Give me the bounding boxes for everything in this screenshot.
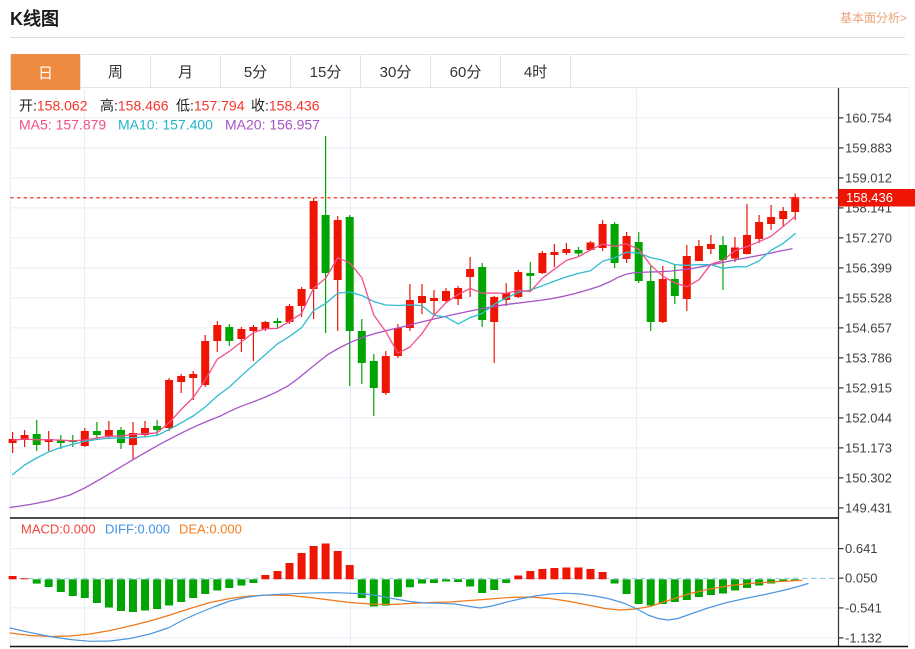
svg-text:149.431: 149.431 (845, 500, 892, 515)
svg-text:159.883: 159.883 (845, 140, 892, 155)
svg-text:150.302: 150.302 (845, 470, 892, 485)
svg-text:高:158.466: 高:158.466 (100, 98, 169, 114)
svg-text:开:158.062: 开:158.062 (19, 98, 88, 114)
svg-text:156.399: 156.399 (845, 260, 892, 275)
svg-text:157.270: 157.270 (845, 230, 892, 245)
svg-text:0.050: 0.050 (845, 571, 878, 586)
svg-text:MA5: 157.879: MA5: 157.879 (19, 117, 106, 133)
svg-text:-1.132: -1.132 (845, 630, 882, 645)
svg-text:154.657: 154.657 (845, 320, 892, 335)
svg-text:0.641: 0.641 (845, 541, 878, 556)
svg-text:159.012: 159.012 (845, 170, 892, 185)
svg-text:MACD:0.000: MACD:0.000 (21, 522, 95, 537)
svg-text:155.528: 155.528 (845, 290, 892, 305)
svg-text:152.915: 152.915 (845, 380, 892, 395)
svg-text:158.436: 158.436 (846, 190, 893, 205)
svg-text:152.044: 152.044 (845, 410, 892, 425)
svg-text:DEA:0.000: DEA:0.000 (179, 522, 242, 537)
svg-text:160.754: 160.754 (845, 110, 892, 125)
svg-text:MA10: 157.400: MA10: 157.400 (118, 117, 213, 133)
svg-text:低:157.794: 低:157.794 (176, 98, 245, 114)
svg-text:MA20: 156.957: MA20: 156.957 (225, 117, 320, 133)
svg-text:151.173: 151.173 (845, 440, 892, 455)
svg-text:收:158.436: 收:158.436 (251, 98, 320, 114)
svg-text:153.786: 153.786 (845, 350, 892, 365)
svg-text:-0.541: -0.541 (845, 600, 882, 615)
svg-text:DIFF:0.000: DIFF:0.000 (105, 522, 170, 537)
